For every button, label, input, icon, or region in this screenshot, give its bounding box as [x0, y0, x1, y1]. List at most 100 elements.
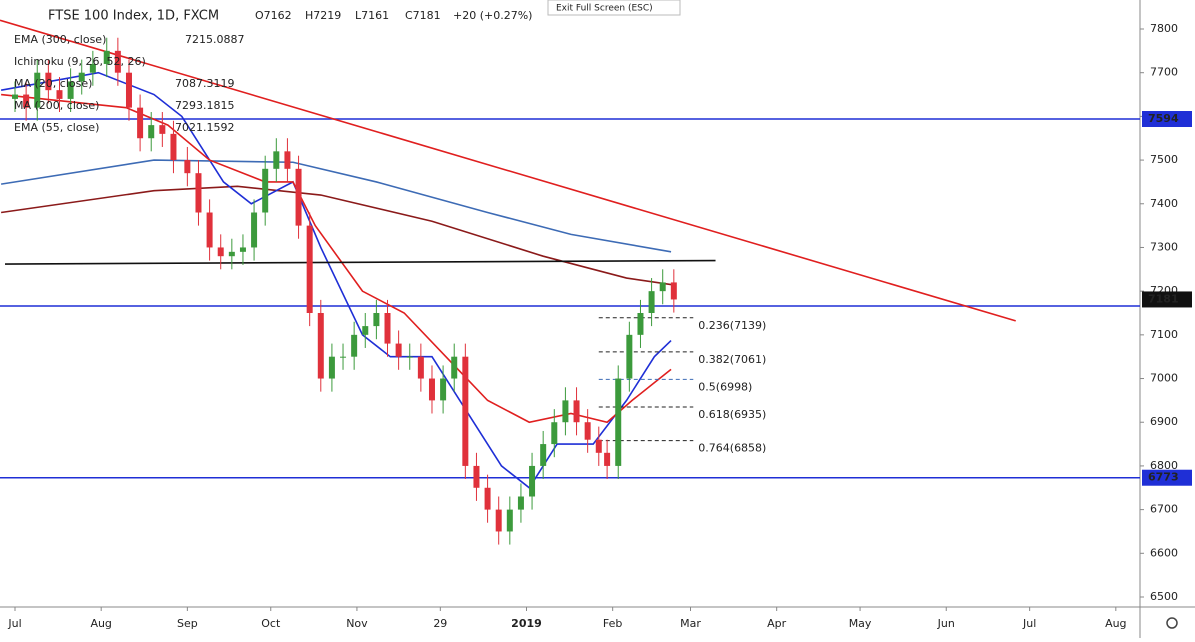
candle-body [562, 400, 569, 423]
candle-body [395, 343, 402, 357]
candle-body [206, 212, 213, 248]
candle-body [45, 72, 52, 91]
ohlc-value: H7219 [305, 9, 341, 22]
price-tag [1142, 469, 1192, 486]
candle-body [114, 50, 121, 73]
candle-body [184, 160, 191, 174]
candle-body [573, 400, 580, 423]
candle-body [451, 356, 458, 379]
y-tick-label: 6500 [1150, 590, 1178, 603]
candle-body [251, 212, 258, 248]
legend-name: Ichimoku (9, 26, 52, 26) [14, 55, 146, 68]
candle-body [67, 81, 74, 99]
candle-body [626, 334, 633, 379]
candle-body [262, 168, 269, 213]
candle-body [170, 133, 177, 161]
fib-label: 0.5(6998) [698, 380, 752, 393]
last-price-tag [1142, 291, 1192, 308]
candle-body [295, 168, 302, 226]
legend-name: MA (20, close) [14, 77, 92, 90]
x-tick-label: Jul [7, 617, 21, 630]
fib-label: 0.618(6935) [698, 408, 766, 421]
candle-body [670, 282, 677, 300]
price-tag [1142, 111, 1192, 128]
x-tick-label: Jun [937, 617, 955, 630]
candle-body [125, 72, 132, 108]
x-tick-label: 29 [433, 617, 447, 630]
candle-body [540, 444, 547, 466]
candle-body [373, 313, 380, 327]
candle-body [604, 452, 611, 466]
exit-button[interactable] [547, 0, 681, 16]
candle-body [637, 313, 644, 335]
y-tick-label: 6800 [1150, 459, 1178, 472]
indicator-line [1, 93, 672, 424]
plot-area: 0.236(7139) 0.382(7061) 0.5(6998) 0.618(693… [0, 19, 1140, 545]
y-tick-label: 6900 [1150, 415, 1178, 428]
candle-body [340, 356, 347, 358]
candle-body [148, 125, 155, 139]
x-tick-label: 2019 [511, 617, 542, 630]
candle-body [78, 72, 85, 82]
candle-body [23, 94, 30, 108]
candle-body [615, 378, 622, 466]
y-tick-label: 7500 [1150, 153, 1178, 166]
candle-body [103, 50, 110, 64]
fib-label: 0.382(7061) [698, 353, 766, 366]
candle-body [34, 72, 41, 108]
candle-body [584, 422, 591, 440]
candle-body [529, 465, 536, 497]
x-tick-label: Mar [680, 617, 701, 630]
candle-body [362, 326, 369, 335]
candle-body [506, 509, 513, 532]
x-tick-label: Aug [90, 617, 111, 630]
legend-value: 7021.1592 [175, 121, 235, 134]
candle-body [484, 487, 491, 510]
y-tick-label: 7700 [1150, 66, 1178, 79]
legend-name: MA (200, close) [14, 99, 99, 112]
candle-body [89, 63, 96, 73]
legend-name: EMA (55, close) [14, 121, 99, 134]
candle-body [428, 378, 435, 401]
candle-body [440, 378, 447, 401]
indicator-line [0, 185, 672, 286]
legend-name: EMA (300, close) [14, 33, 106, 46]
legend-value: 7293.1815 [175, 99, 235, 112]
candle-body [12, 94, 19, 99]
y-tick-label: 7000 [1150, 372, 1178, 385]
candle-body [495, 509, 502, 532]
y-tick-label: 7100 [1150, 328, 1178, 341]
candle-body [317, 313, 324, 379]
ohlc-value: L7161 [355, 9, 389, 22]
candle-body [406, 356, 413, 358]
indicator-line [0, 71, 672, 489]
settings-icon[interactable] [1166, 617, 1178, 629]
exit-button-label: Exit Full Screen (ESC) [556, 4, 653, 14]
x-tick-label: Aug [1105, 617, 1126, 630]
candle-body [159, 125, 166, 134]
candle-body [659, 282, 666, 292]
candle-body [551, 422, 558, 445]
y-tick-label: 7300 [1150, 240, 1178, 253]
candle-body [137, 107, 144, 139]
legend-value: 7087.3119 [175, 77, 235, 90]
candle-body [384, 313, 391, 344]
candle-body [56, 90, 63, 99]
x-tick-label: Feb [603, 617, 622, 630]
fib-label: 0.764(6858) [698, 442, 766, 455]
trend-line [4, 259, 716, 265]
x-tick-label: Apr [767, 617, 787, 630]
candle-body [351, 334, 358, 357]
candle-body [228, 251, 235, 257]
x-tick-label: Jul [1022, 617, 1036, 630]
x-tick-label: Nov [346, 617, 368, 630]
y-tick-label: 7800 [1150, 22, 1178, 35]
y-tick-label: 7400 [1150, 197, 1178, 210]
y-tick-label: 6700 [1150, 503, 1178, 516]
candle-body [648, 291, 655, 313]
chart-title: FTSE 100 Index, 1D, FXCM [48, 9, 219, 24]
candle-body [284, 151, 291, 169]
candle-body [195, 173, 202, 213]
